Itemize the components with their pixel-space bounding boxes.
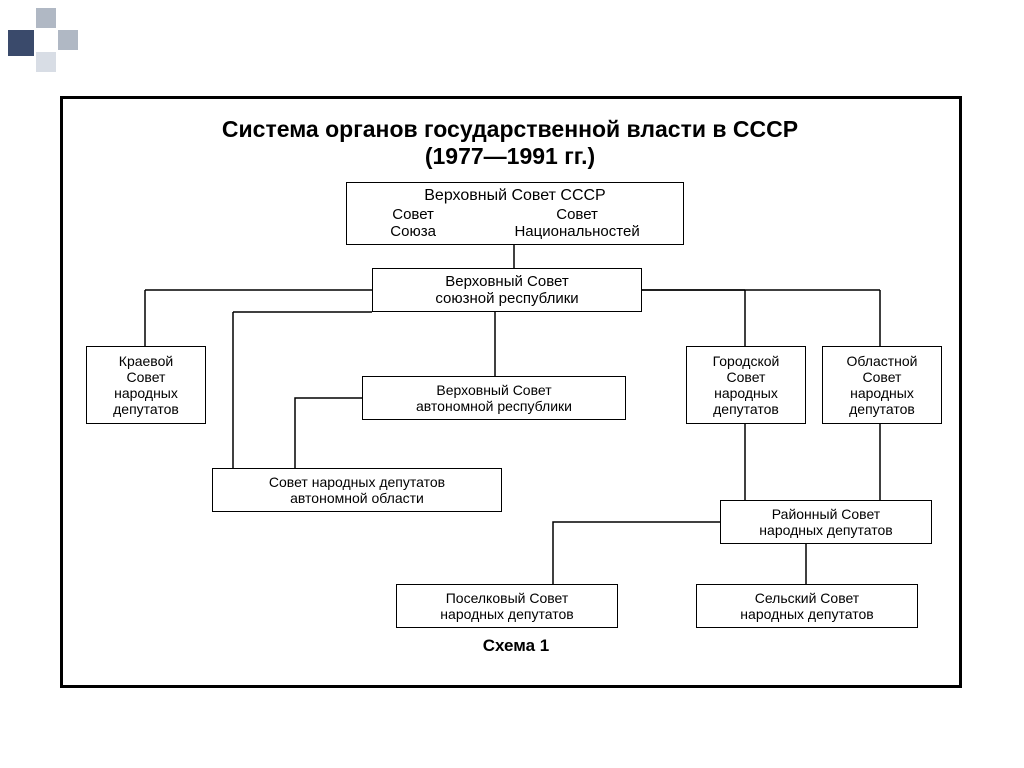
- autonrep-l1: Верховный Совет: [416, 382, 572, 398]
- union-l2: союзной республики: [435, 290, 578, 307]
- oblast-l2: Совет: [847, 369, 918, 385]
- node-raion: Районный Совет народных депутатов: [720, 500, 932, 544]
- node-supreme-subrow: Совет Союза Совет Национальностей: [351, 207, 679, 240]
- node-krai: Краевой Совет народных депутатов: [86, 346, 206, 424]
- node-supreme-soviet: Верховный Совет СССР Совет Союза Совет Н…: [346, 182, 684, 245]
- oblast-l3: народных: [847, 385, 918, 401]
- node-autonomous-republic: Верховный Совет автономной республики: [362, 376, 626, 420]
- oblast-l4: депутатов: [847, 401, 918, 417]
- sub-left-l2: Союза: [390, 224, 436, 241]
- node-poselkovyi: Поселковый Совет народных депутатов: [396, 584, 618, 628]
- sub-right-l1: Совет: [514, 207, 639, 224]
- city-l2: Совет: [713, 369, 780, 385]
- node-union-republic: Верховный Совет союзной республики: [372, 268, 642, 312]
- raion-l2: народных депутатов: [759, 522, 892, 538]
- sub-left-l1: Совет: [390, 207, 436, 224]
- node-city: Городской Совет народных депутатов: [686, 346, 806, 424]
- krai-l1: Краевой: [113, 353, 179, 369]
- node-supreme-label: Верховный Совет СССР: [351, 187, 679, 205]
- poselk-l2: народных депутатов: [440, 606, 573, 622]
- union-l1: Верховный Совет: [435, 273, 578, 290]
- autonrep-l2: автономной республики: [416, 398, 572, 414]
- title-line1: Система органов государственной власти в…: [180, 116, 840, 143]
- poselk-l1: Поселковый Совет: [440, 590, 573, 606]
- city-l3: народных: [713, 385, 780, 401]
- krai-l4: депутатов: [113, 401, 179, 417]
- node-selskii: Сельский Совет народных депутатов: [696, 584, 918, 628]
- oblast-l1: Областной: [847, 353, 918, 369]
- autonobl-l1: Совет народных депутатов: [269, 474, 445, 490]
- title-line2: (1977—1991 гг.): [180, 143, 840, 170]
- autonobl-l2: автономной области: [269, 490, 445, 506]
- krai-l3: народных: [113, 385, 179, 401]
- diagram-title: Система органов государственной власти в…: [180, 116, 840, 170]
- selsk-l1: Сельский Совет: [740, 590, 873, 606]
- raion-l1: Районный Совет: [759, 506, 892, 522]
- city-l4: депутатов: [713, 401, 780, 417]
- selsk-l2: народных депутатов: [740, 606, 873, 622]
- diagram-caption: Схема 1: [466, 636, 566, 656]
- sub-right-l2: Национальностей: [514, 224, 639, 241]
- city-l1: Городской: [713, 353, 780, 369]
- krai-l2: Совет: [113, 369, 179, 385]
- node-autonomous-oblast: Совет народных депутатов автономной обла…: [212, 468, 502, 512]
- node-oblast: Областной Совет народных депутатов: [822, 346, 942, 424]
